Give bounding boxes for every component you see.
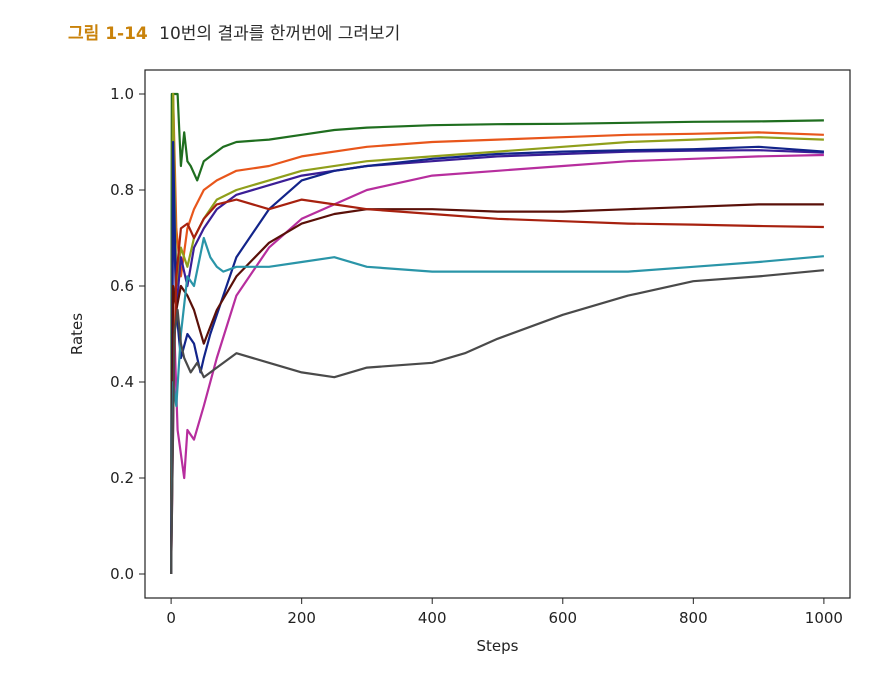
y-tick-label: 0.4 <box>110 373 134 391</box>
x-tick-label: 800 <box>679 609 708 627</box>
series-line-1 <box>170 92 824 575</box>
series-line-8 <box>170 198 824 575</box>
y-tick-label: 0.8 <box>110 181 134 199</box>
series-line-3 <box>170 92 824 575</box>
plot-frame <box>144 69 851 599</box>
series-line-9 <box>170 236 824 575</box>
figure-caption-text: 10번의 결과를 한꺼번에 그려보기 <box>159 24 401 44</box>
x-tick-label: 600 <box>548 609 577 627</box>
series-line-4 <box>170 149 824 575</box>
series-line-10 <box>170 269 825 575</box>
x-axis-label: Steps <box>477 637 519 655</box>
y-tick-label: 1.0 <box>110 85 134 103</box>
series-line-2 <box>170 92 824 575</box>
x-tick-label: 200 <box>287 609 316 627</box>
y-tick-label: 0.2 <box>110 469 134 487</box>
y-tick-label: 0.6 <box>110 277 134 295</box>
y-tick-label: 0.0 <box>110 565 134 583</box>
x-axis: 0 200 400 600 800 1000 <box>166 598 843 627</box>
series-line-7 <box>170 203 824 575</box>
y-axis-label: Rates <box>68 313 86 355</box>
series-line-6 <box>170 140 824 575</box>
x-tick-label: 0 <box>166 609 176 627</box>
series-line-5 <box>170 153 824 575</box>
x-tick-label: 1000 <box>805 609 843 627</box>
plot-lines <box>170 92 825 575</box>
figure-number: 그림 1-14 <box>68 24 148 44</box>
y-axis: 0.0 0.2 0.4 0.6 0.8 1.0 <box>110 85 145 583</box>
x-tick-label: 400 <box>418 609 447 627</box>
figure-caption: 그림 1-14 10번의 결과를 한꺼번에 그려보기 <box>68 24 400 44</box>
